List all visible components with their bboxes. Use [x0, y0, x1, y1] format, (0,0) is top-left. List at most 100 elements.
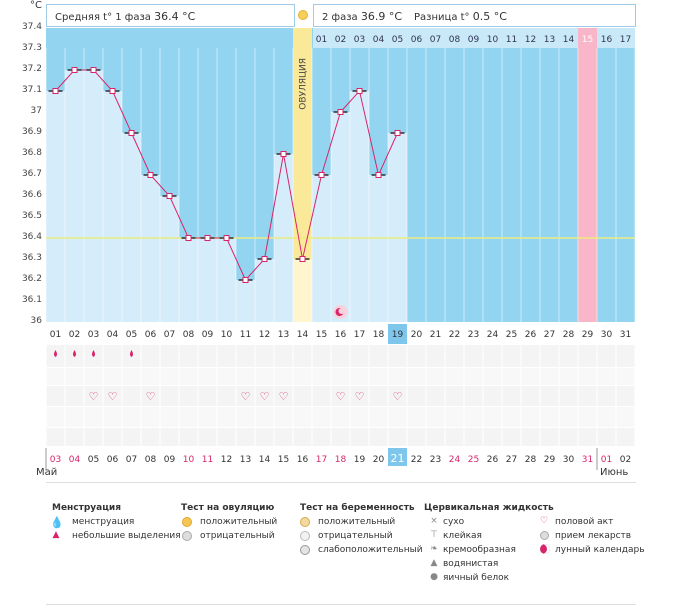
pregnancy-weak-icon — [300, 545, 310, 555]
grid-cell — [616, 386, 635, 406]
grid-cell — [141, 428, 160, 446]
grid-cell — [236, 386, 255, 406]
luteal-day-label: 06 — [411, 35, 423, 45]
grid-cell — [217, 407, 236, 427]
grid-cell — [122, 368, 141, 385]
grid-cell — [559, 386, 578, 406]
grid-cell — [426, 407, 445, 427]
creamy-icon: ❧ — [430, 544, 438, 554]
luteal-day-label: 11 — [506, 35, 517, 45]
grid-cell — [141, 386, 160, 406]
grid-cell — [616, 407, 635, 427]
ovulation-negative-icon — [182, 531, 192, 541]
calendar-date-label: 26 — [487, 455, 499, 465]
calendar-date-label: 09 — [164, 455, 176, 465]
grid-cell — [84, 407, 103, 427]
phase2-label: 2 фаза — [322, 12, 358, 23]
heart-day-3: ♡ — [89, 390, 99, 403]
legend-lunar: лунный календарь — [555, 545, 645, 555]
grid-cell — [331, 386, 350, 406]
calendar-date-label: 13 — [240, 455, 251, 465]
y-tick-label: 37.1 — [21, 85, 42, 95]
grid-cell — [597, 368, 616, 385]
cycle-day-label: 22 — [449, 330, 460, 340]
calendar-date-label: 20 — [373, 455, 385, 465]
y-tick-label: 37.4 — [21, 22, 42, 32]
grid-cell — [521, 345, 540, 367]
temp-bar-day-2 — [65, 70, 84, 322]
grid-cell — [464, 428, 483, 446]
temp-bar-day-4 — [103, 91, 122, 322]
cycle-day-row — [46, 324, 635, 344]
phase1-box — [46, 4, 295, 27]
cycle-day-label: 14 — [297, 330, 309, 340]
diff-info: Разница t° 0.5 °C — [414, 10, 507, 23]
grid-cell — [160, 368, 179, 385]
grid-cell — [369, 386, 388, 406]
grid-cell — [65, 428, 84, 446]
calendar-date-label: 24 — [449, 455, 461, 465]
calendar-date-label: 06 — [107, 455, 119, 465]
calendar-date-label: 31 — [582, 455, 593, 465]
luteal-header-row — [313, 28, 635, 48]
menstruation-drop-day-1 — [54, 350, 57, 357]
cycle-day-label: 06 — [145, 330, 157, 340]
cycle-day-label: 18 — [373, 330, 385, 340]
grid-cell — [426, 345, 445, 367]
grid-cell — [179, 428, 198, 446]
cycle-day-label: 24 — [487, 330, 499, 340]
temp-point-day-17 — [356, 88, 363, 94]
pregnancy-positive-icon — [300, 517, 310, 527]
grid-cell — [464, 407, 483, 427]
temp-bar-day-5 — [122, 133, 141, 322]
cycle-day-label: 02 — [69, 330, 80, 340]
grid-cell — [331, 428, 350, 446]
grid-cell — [141, 345, 160, 367]
grid-cell — [578, 386, 597, 406]
grid-cell — [502, 345, 521, 367]
grid-cell — [122, 386, 141, 406]
grid-cell — [502, 368, 521, 385]
calendar-date-label: 04 — [69, 455, 81, 465]
temp-bar-day-7 — [160, 196, 179, 322]
legend-pregnancy-positive: положительный — [318, 517, 396, 527]
y-tick-label: 36.9 — [21, 127, 42, 137]
grid-cell — [198, 428, 217, 446]
grid-cell — [312, 368, 331, 385]
grid-cell — [388, 428, 407, 446]
legend-menstruation: менструация — [72, 517, 135, 527]
grid-cell — [293, 407, 312, 427]
y-tick-label: 36.5 — [21, 211, 42, 221]
legend-ovulation-negative: отрицательный — [200, 531, 275, 541]
calendar-date-label: 22 — [411, 455, 422, 465]
legend-pregnancy-weak: слабоположительный — [318, 545, 423, 555]
temp-bar-day-9 — [198, 238, 217, 322]
luteal-day-label: 09 — [468, 35, 480, 45]
grid-cell — [464, 386, 483, 406]
grid-cell — [445, 407, 464, 427]
heart-icon: ♡ — [539, 516, 549, 526]
grid-cell — [160, 428, 179, 446]
grid-cell — [141, 407, 160, 427]
grid-cell — [217, 428, 236, 446]
grid-cell — [521, 368, 540, 385]
calendar-date-label: 07 — [126, 455, 137, 465]
grid-cell — [293, 428, 312, 446]
cycle-day-label: 25 — [506, 330, 517, 340]
luteal-day-label: 02 — [335, 35, 346, 45]
month-start-label: Май — [36, 467, 58, 478]
grid-cell — [293, 368, 312, 385]
cycle-day-label: 09 — [202, 330, 214, 340]
legend-medication: прием лекарств — [555, 531, 632, 541]
cycle-day-label: 03 — [88, 330, 99, 340]
grid-cell — [369, 345, 388, 367]
dry-icon: × — [430, 516, 438, 526]
cycle-day-label: 05 — [126, 330, 137, 340]
luteal-day-label: 15 — [582, 35, 593, 45]
y-tick-label: 36.1 — [21, 295, 42, 305]
grid-cell — [217, 345, 236, 367]
grid-cell — [217, 386, 236, 406]
diff-label: Разница t° — [414, 12, 470, 23]
heart-day-12: ♡ — [260, 390, 270, 403]
sticky-icon: ⊤ — [430, 530, 438, 540]
